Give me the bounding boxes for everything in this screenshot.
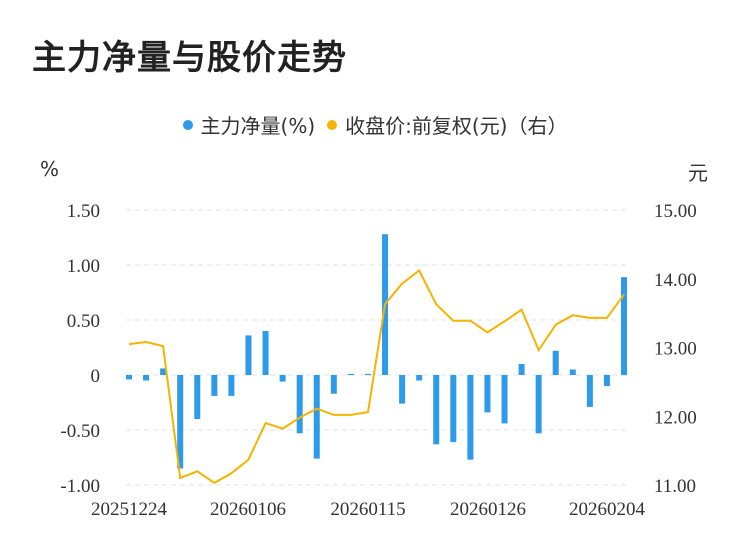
bar xyxy=(143,375,150,381)
y-right-tick-label: 13.00 xyxy=(654,339,697,360)
chart-legend: 主力净量(%) 收盘价:前复权(元)（右） xyxy=(0,110,750,139)
y-left-tick-label: -0.50 xyxy=(60,421,100,442)
bar xyxy=(569,369,576,375)
bar xyxy=(603,375,610,386)
x-tick-label: 20260126 xyxy=(450,499,526,520)
y-left-tick-label: 1.50 xyxy=(67,201,100,222)
y-left-tick-label: 0.50 xyxy=(67,311,100,332)
legend-line-dot-icon xyxy=(327,119,338,130)
bar xyxy=(194,375,201,419)
y-right-tick-label: 14.00 xyxy=(654,270,697,291)
y-left-tick-label: 1.00 xyxy=(67,256,100,277)
bar xyxy=(126,375,132,380)
bar xyxy=(399,375,406,404)
x-tick-label: 20260106 xyxy=(210,499,286,520)
bar xyxy=(467,375,474,460)
x-tick-label: 20251224 xyxy=(91,499,168,520)
bar xyxy=(416,375,423,381)
bar xyxy=(450,375,457,443)
bar xyxy=(228,375,235,396)
bar xyxy=(262,331,269,375)
bar xyxy=(552,350,559,375)
bar xyxy=(501,375,508,424)
left-axis-unit: % xyxy=(40,157,60,181)
chart-title: 主力净量与股价走势 xyxy=(32,38,347,78)
bar xyxy=(518,364,525,375)
y-left-tick-label: -1.00 xyxy=(60,476,100,497)
bar xyxy=(621,277,627,375)
bar xyxy=(347,373,354,376)
y-right-tick-label: 15.00 xyxy=(654,201,697,222)
bar xyxy=(330,375,337,394)
legend-bar-label: 主力净量(%) xyxy=(200,114,316,138)
bar xyxy=(364,373,371,376)
bar xyxy=(296,375,303,434)
legend-item-bar[interactable]: 主力净量(%) xyxy=(182,110,316,139)
right-axis-unit: 元 xyxy=(688,161,708,185)
x-tick-label: 20260204 xyxy=(569,499,646,520)
bar xyxy=(535,375,542,434)
legend-bar-dot-icon xyxy=(182,119,193,130)
bar xyxy=(586,375,593,407)
price-line xyxy=(128,268,625,485)
bar xyxy=(160,368,167,375)
bar xyxy=(177,375,184,469)
y-right-tick-label: 12.00 xyxy=(654,407,697,428)
bar xyxy=(279,375,286,382)
legend-line-label: 收盘价:前复权(元)（右） xyxy=(345,114,568,138)
bar xyxy=(211,375,218,396)
bar xyxy=(484,375,491,413)
y-right-tick-label: 11.00 xyxy=(654,476,696,497)
bar xyxy=(245,335,252,375)
bar xyxy=(313,375,320,459)
y-left-tick-label: 0 xyxy=(91,366,101,387)
x-tick-label: 20260115 xyxy=(330,499,405,520)
bar xyxy=(433,375,440,445)
legend-item-line[interactable]: 收盘价:前复权(元)（右） xyxy=(327,110,567,139)
